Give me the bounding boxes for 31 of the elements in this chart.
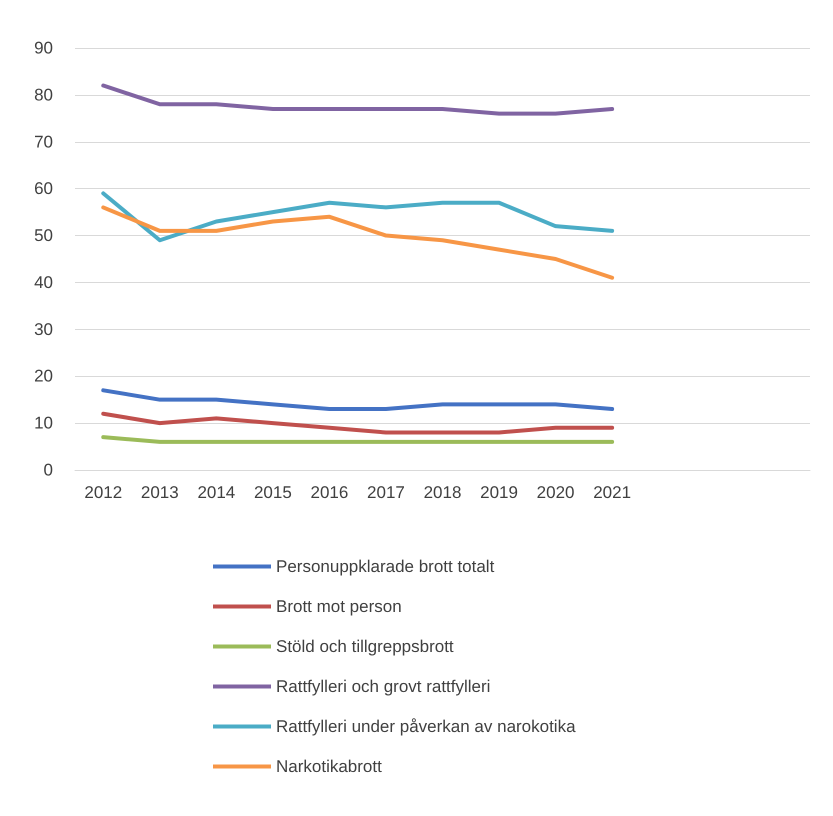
x-tick-label: 2012: [84, 483, 122, 502]
y-tick-label: 70: [34, 132, 53, 152]
legend-label: Brott mot person: [276, 597, 402, 616]
legend-label: Stöld och tillgreppsbrott: [276, 637, 454, 656]
y-tick-label: 20: [34, 366, 53, 386]
y-tick-label: 80: [34, 85, 53, 104]
x-tick-label: 2017: [367, 483, 405, 502]
x-tick-label: 2014: [197, 483, 236, 502]
x-tick-label: 2021: [593, 483, 632, 502]
legend-label: Rattfylleri under påverkan av narokotika: [276, 717, 576, 736]
y-tick-label: 40: [34, 272, 53, 292]
y-tick-label: 90: [34, 38, 53, 58]
x-tick-label: 2013: [140, 483, 179, 502]
y-tick-label: 0: [44, 460, 53, 480]
line-series: [101, 412, 614, 434]
line-series: [101, 191, 614, 242]
legend-label: Rattfylleri och grovt rattfylleri: [276, 677, 490, 696]
legend-label: Personuppklarade brott totalt: [276, 557, 495, 576]
x-tick-label: 2015: [254, 483, 292, 502]
x-tick-label: 2016: [310, 483, 348, 502]
line-series: [101, 205, 614, 280]
x-tick-label: 2018: [424, 483, 462, 502]
y-tick-label: 10: [34, 414, 53, 433]
line-series: [101, 84, 614, 116]
legend-label: Narkotikabrott: [276, 757, 382, 776]
y-tick-label: 60: [34, 179, 53, 198]
line-series: [101, 388, 614, 412]
x-tick-label: 2020: [536, 483, 574, 502]
y-tick-label: 50: [34, 226, 53, 246]
x-tick-label: 2019: [480, 483, 518, 502]
y-tick-label: 30: [34, 320, 53, 339]
